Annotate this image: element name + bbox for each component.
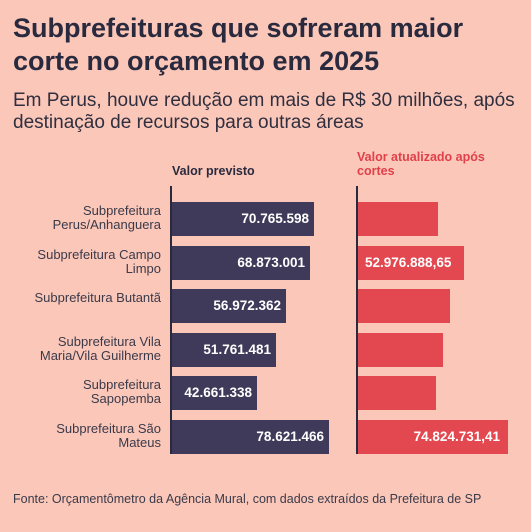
axis-line-previsto: [170, 186, 172, 454]
data-label-previsto: 56.972.362: [213, 298, 281, 313]
bar-previsto: 56.972.362: [172, 289, 286, 323]
bar-atualizado: [358, 332, 443, 367]
bar-previsto: 78.621.466: [172, 419, 329, 454]
data-label-previsto: 51.761.481: [203, 341, 271, 357]
chart-subtitle: Em Perus, houve redução em mais de R$ 30…: [13, 90, 515, 133]
bar-atualizado: [358, 376, 436, 410]
category-label: Subprefeitura Campo Limpo: [37, 246, 161, 276]
data-label-atualizado: 74.824.731,41: [413, 428, 500, 444]
bar-atualizado: [358, 202, 438, 236]
data-label-previsto: 42.661.338: [184, 385, 252, 400]
bar-atualizado: [358, 289, 450, 323]
source-note: Fonte: Orçamentômetro da Agência Mural, …: [13, 492, 482, 506]
data-label-atualizado: 52.976.888,65: [365, 254, 452, 270]
data-label-previsto: 70.765.598: [241, 211, 309, 226]
category-label: Subprefeitura Perus/Anhanguera: [52, 203, 161, 232]
category-label: Subprefeitura Sapopemba: [82, 377, 161, 406]
category-label: Subprefeitura Butantã: [34, 290, 161, 305]
series-label-atualizado: Valor atualizado após cortes: [357, 150, 485, 178]
chart-title: Subprefeituras que sofreram maior corte …: [13, 13, 464, 76]
series-label-previsto: Valor previsto: [172, 164, 255, 178]
bar-atualizado: 74.824.731,41: [358, 419, 508, 454]
axis-line-atualizado: [356, 186, 358, 454]
bar-previsto: 42.661.338: [172, 376, 257, 410]
bar-atualizado: 52.976.888,65: [358, 245, 464, 280]
category-label: Subprefeitura Vila Maria/Vila Guilherme: [39, 333, 161, 363]
category-label: Subprefeitura São Mateus: [56, 420, 161, 450]
bar-previsto: 68.873.001: [172, 245, 310, 280]
bar-previsto: 51.761.481: [172, 332, 276, 367]
bar-previsto: 70.765.598: [172, 202, 314, 236]
data-label-previsto: 68.873.001: [237, 254, 305, 270]
data-label-previsto: 78.621.466: [256, 428, 324, 444]
